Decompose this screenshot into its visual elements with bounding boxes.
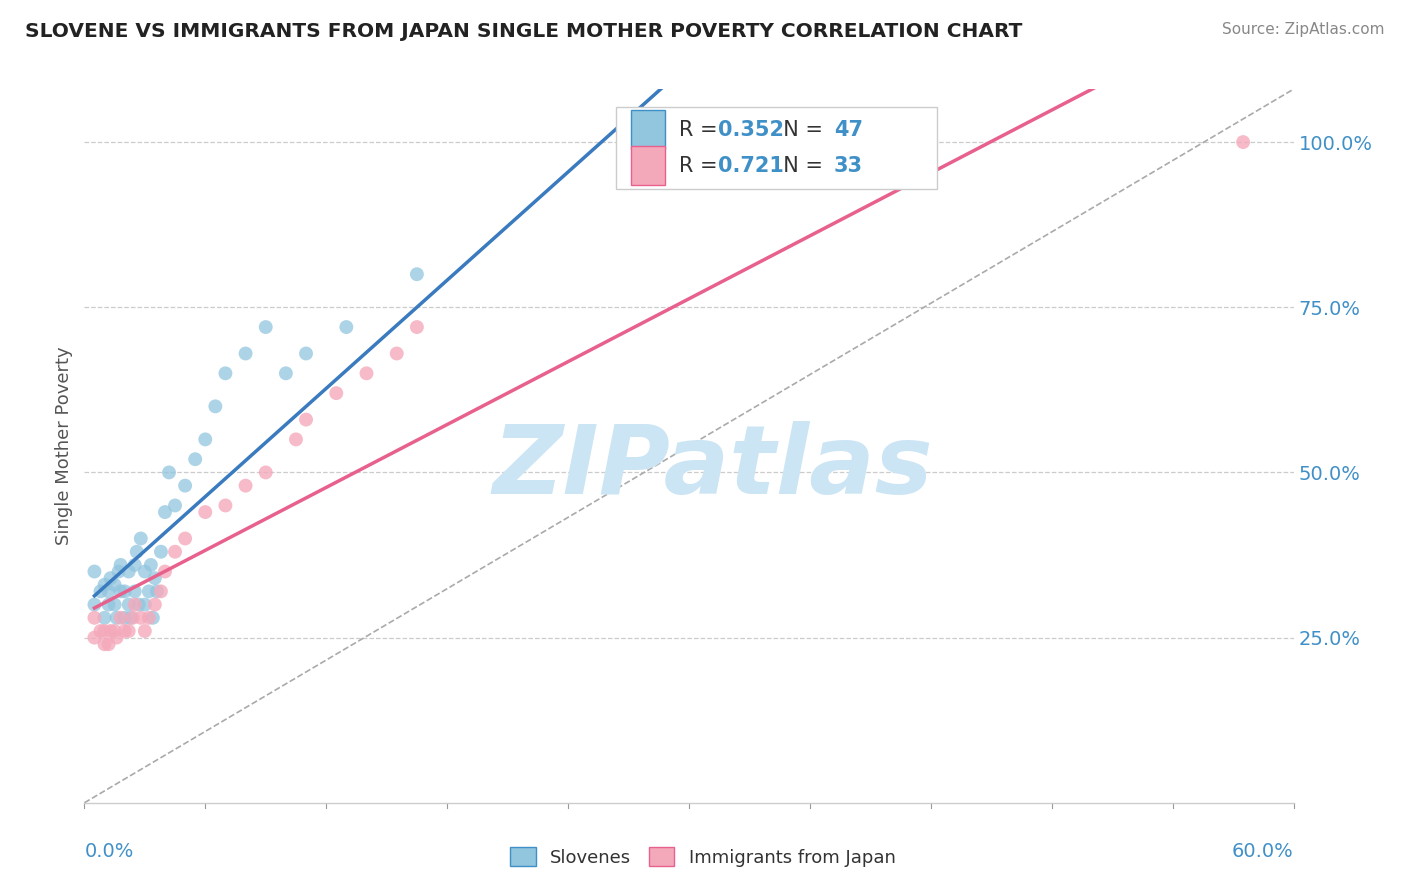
Point [124,598,146,612]
Point [335,320,357,334]
Point [93,637,115,651]
Point [105,631,128,645]
Point [165,545,187,559]
Point [124,584,146,599]
FancyBboxPatch shape [616,107,936,189]
Point [118,598,141,612]
Point [748,135,770,149]
Point [104,624,127,638]
Point [118,565,141,579]
Text: N =: N = [770,155,830,176]
Point [93,624,115,638]
Point [129,611,152,625]
Point [104,578,127,592]
Point [274,367,297,381]
Point [138,584,160,599]
Point [285,433,308,447]
Point [295,412,318,426]
Point [149,584,172,599]
Point [134,565,156,579]
Point [105,611,128,625]
Point [121,611,143,625]
Text: N =: N = [770,120,830,140]
Point [128,598,150,612]
Point [194,433,217,447]
Text: R =: R = [679,155,724,176]
Text: 33: 33 [834,155,863,176]
Point [104,598,127,612]
Point [93,578,115,592]
Point [204,400,226,414]
Point [146,584,169,599]
Point [114,611,136,625]
Point [138,611,160,625]
Point [214,367,236,381]
Point [143,598,166,612]
Point [153,505,176,519]
Point [110,611,132,625]
Text: R =: R = [679,120,724,140]
Point [83,631,105,645]
Point [125,545,148,559]
Point [93,611,115,625]
Text: 47: 47 [834,120,863,140]
Point [83,611,105,625]
Point [174,532,197,546]
Point [118,624,141,638]
Point [174,478,197,492]
Bar [631,111,665,150]
Point [134,624,156,638]
Point [194,505,217,519]
Text: SLOVENE VS IMMIGRANTS FROM JAPAN SINGLE MOTHER POVERTY CORRELATION CHART: SLOVENE VS IMMIGRANTS FROM JAPAN SINGLE … [25,22,1022,41]
Point [129,532,152,546]
Point [235,346,257,360]
Point [254,320,277,334]
Point [100,571,122,585]
Point [100,624,122,638]
Point [157,466,180,480]
Point [325,386,347,401]
Point [97,584,120,599]
Point [254,466,277,480]
Point [165,499,187,513]
Point [83,598,105,612]
Point [153,565,176,579]
Point [139,558,162,572]
Point [114,584,136,599]
Point [89,624,111,638]
Point [97,598,120,612]
Point [97,637,120,651]
Point [89,584,111,599]
Point [149,545,172,559]
Y-axis label: Single Mother Poverty: Single Mother Poverty [55,347,73,545]
Point [385,346,408,360]
Point [406,320,429,334]
Point [235,478,257,492]
Point [356,367,378,381]
Text: 0.721: 0.721 [718,155,783,176]
Legend: Slovenes, Immigrants from Japan: Slovenes, Immigrants from Japan [503,840,903,874]
Point [110,584,132,599]
Point [295,346,318,360]
Point [1232,135,1254,149]
Point [110,558,132,572]
Text: ZIPatlas: ZIPatlas [494,421,934,514]
Point [214,499,236,513]
Point [134,598,156,612]
Point [107,565,129,579]
Bar [631,146,665,186]
Point [83,565,105,579]
Point [143,571,166,585]
Point [184,452,207,467]
Point [142,611,165,625]
Point [114,624,136,638]
Text: 0.0%: 0.0% [84,842,134,861]
Text: 0.352: 0.352 [718,120,785,140]
Point [124,558,146,572]
Text: Source: ZipAtlas.com: Source: ZipAtlas.com [1222,22,1385,37]
Point [406,267,429,281]
Point [120,611,142,625]
Text: 60.0%: 60.0% [1232,842,1294,861]
